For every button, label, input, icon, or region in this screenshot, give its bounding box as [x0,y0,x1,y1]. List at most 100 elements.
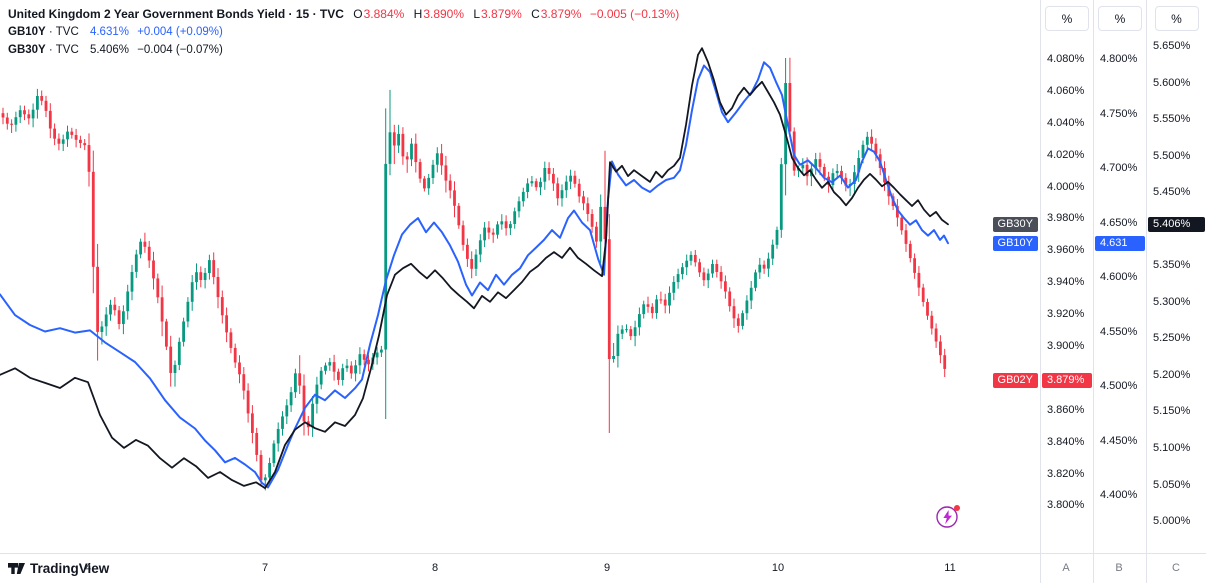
percent-scale-button-b[interactable]: % [1098,6,1142,31]
axis-separator [1146,0,1147,583]
legend-separator: · [312,7,317,21]
interval-value[interactable]: 15 [295,7,310,21]
gb10y-series-name-label: GB10Y [992,236,1038,252]
gb02y-candle-series[interactable] [1,57,947,491]
price-tick-label: 3.920% [1047,308,1085,321]
price-tick-label: 4.600% [1100,271,1138,283]
price-tick-label: 3.900% [1047,340,1085,352]
chart-pane[interactable]: United Kingdom 2 Year Government Bonds Y… [0,0,1040,553]
price-tick-label: 4.800% [1100,53,1138,65]
ohlc-low-value: 3.879% [481,7,522,21]
ohlc-close-value: 3.879% [540,7,582,21]
price-tick-label: 3.980% [1047,212,1085,225]
candlestick-chart-svg[interactable] [0,0,1040,553]
price-axis-c[interactable]: % 5.650%5.600%5.550%5.500%5.450%5.400%5.… [1147,0,1206,553]
time-tick-label: 11 [944,562,956,574]
legend-separator: · [48,26,53,38]
time-tick-label: 7 [261,562,269,574]
price-tick-label: 5.050% [1153,478,1191,491]
lightning-icon [936,505,960,528]
gb10y-price-label: 4.631 [1095,236,1145,252]
legend-gb30y-row[interactable]: GB30Y · TVC 5.406% −0.004 (−0.07%) [8,41,679,59]
price-tick-label: 4.450% [1100,434,1138,447]
price-tick-label: 5.500% [1153,149,1191,162]
price-tick-label: 3.820% [1047,467,1085,480]
gb10y-symbol[interactable]: GB10Y [8,26,46,38]
scale-button-b[interactable]: B [1115,562,1123,574]
price-tick-label: 4.550% [1100,325,1138,338]
legend-separator: · [288,7,293,21]
percent-scale-button-c[interactable]: % [1154,6,1199,31]
scale-button-c[interactable]: C [1172,562,1180,574]
price-tick-label: 4.080% [1047,53,1085,65]
price-tick-label: 4.750% [1100,107,1138,120]
price-axis-a[interactable]: % 4.080% 4.060% 4.040% 4.020% 4.000% 3.980% 3.… [1041,0,1093,553]
price-tick-label: 5.100% [1153,441,1191,454]
price-tick-label: 5.250% [1153,332,1191,345]
scale-button-a[interactable]: A [1062,562,1070,574]
axis-separator [1040,0,1041,583]
price-tick-label: 5.200% [1153,368,1191,381]
price-tick-label: 4.060% [1047,84,1085,97]
legend-gb10y-row[interactable]: GB10Y · TVC 4.631% +0.004 (+0.09%) [8,23,679,41]
flash-events-button[interactable] [933,501,963,531]
price-tick-label: 5.350% [1153,259,1191,272]
ohlc-high-label: H [413,7,423,21]
price-tick-label: 3.960% [1047,244,1085,257]
gb30y-exchange: TVC [55,44,79,56]
tradingview-logo-icon [8,562,25,574]
gb10y-exchange: TVC [55,26,79,38]
gb30y-symbol[interactable]: GB30Y [8,44,46,56]
ohlc-high-value: 3.890% [423,7,465,21]
price-tick-label: 5.150% [1153,405,1191,418]
price-tick-label: 4.020% [1047,148,1085,161]
price-tick-label: 3.860% [1047,403,1085,416]
time-tick-label: 9 [603,562,611,574]
price-tick-label: 3.800% [1047,499,1085,512]
ohlc-open-label: O [353,7,363,21]
legend-main-row[interactable]: United Kingdom 2 Year Government Bonds Y… [8,5,679,23]
axis-separator [1093,0,1094,583]
gb30y-change: −0.004 (−0.07%) [137,44,223,56]
price-tick-label: 5.600% [1153,76,1191,89]
gb30y-series-name-label: GB30Y [992,217,1038,233]
time-axis-separator [0,553,1206,554]
price-tick-label: 5.450% [1153,186,1191,199]
time-tick-label: 10 [771,562,785,574]
price-tick-label: 4.500% [1100,380,1138,392]
price-tick-label: 4.650% [1100,216,1138,229]
legend: United Kingdom 2 Year Government Bonds Y… [8,5,679,59]
price-tick-label: 4.040% [1047,116,1085,129]
gb02y-price-label: 3.879% [1042,372,1092,388]
price-tick-label: 4.700% [1100,162,1138,174]
ohlc-close-label: C [531,7,540,21]
brand-name: TradingView [30,560,110,576]
gb30y-price-label: 5.406% [1148,217,1205,233]
gb30y-last-value: 5.406% [89,44,129,56]
time-tick-label: 8 [431,562,439,574]
time-axis[interactable]: TradingView 4 7 8 9 10 11 A B C [0,554,1206,583]
gb10y-change: +0.004 (+0.09%) [137,26,223,38]
tradingview-logo[interactable]: TradingView [8,554,109,582]
exchange-name: TVC [319,7,344,21]
price-tick-label: 5.650% [1153,40,1191,52]
legend-separator: · [48,44,53,56]
price-tick-label: 3.840% [1047,435,1085,448]
percent-scale-button-a[interactable]: % [1045,6,1089,31]
price-tick-label: 5.300% [1153,295,1191,308]
gb30y-line-series[interactable] [0,47,949,490]
price-tick-label: 5.000% [1153,515,1191,527]
price-tick-label: 4.000% [1047,180,1085,193]
symbol-title[interactable]: United Kingdom 2 Year Government Bonds Y… [8,7,286,21]
price-tick-label: 5.550% [1153,113,1191,126]
gb10y-line-series[interactable] [0,61,949,489]
price-axis-b[interactable]: % 4.800% 4.750% 4.700% 4.650% 4.600% 4.550% 4.… [1094,0,1146,553]
price-tick-label: 4.400% [1100,489,1138,501]
ohlc-open-value: 3.884% [363,7,405,21]
gb02y-series-name-label: GB02Y [992,372,1038,388]
change-value: −0.005 (−0.13%) [589,7,680,21]
ohlc-low-label: L [473,7,481,21]
time-tick-label: 4 [84,562,92,574]
price-tick-label: 3.940% [1047,276,1085,289]
